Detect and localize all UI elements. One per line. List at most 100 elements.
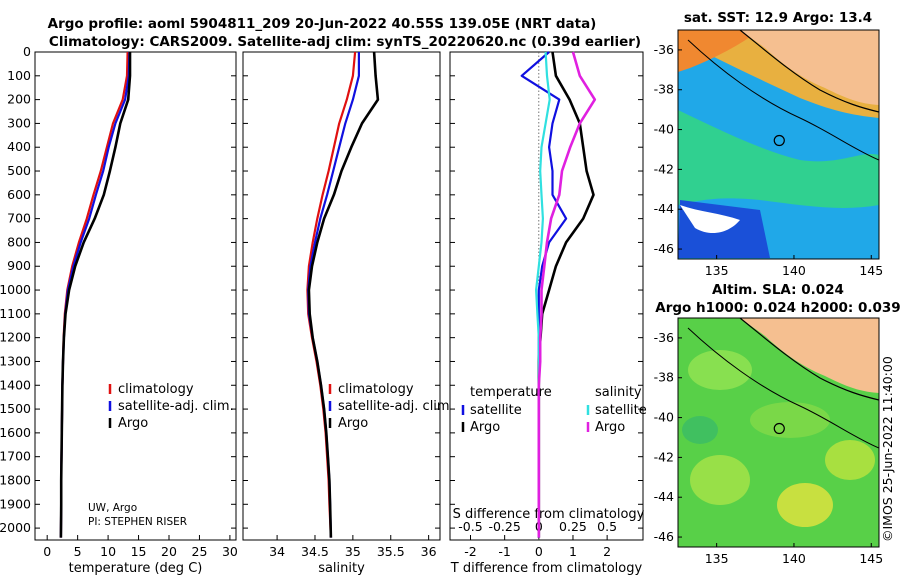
- sla-map-blob: [750, 402, 830, 438]
- map-y-tick-label: -42: [654, 161, 674, 176]
- map-y-tick-label: -44: [654, 201, 674, 216]
- sst-map-ticks: 135 140 145 -36 -38 -40 -42 -44 -46: [654, 42, 884, 278]
- x-tick-label: -1: [498, 544, 510, 559]
- series-line-argo: [537, 51, 597, 538]
- series-line-argo: [307, 51, 380, 538]
- map-x-tick-label: 145: [859, 551, 883, 566]
- x-tick-label: 34: [269, 544, 285, 559]
- legend-label: Argo: [470, 420, 500, 435]
- profile-panel: 0100200300400500600700800900100011001200…: [0, 44, 238, 576]
- x-tick-label: 30: [222, 544, 238, 559]
- sst-map: 135 140 145 -36 -38 -40 -42 -44 -46: [654, 29, 884, 278]
- depth-tick-label: 2000: [0, 520, 31, 535]
- sst-map-title: sat. SST: 12.9 Argo: 13.4: [684, 10, 872, 26]
- map-y-tick-label: -38: [654, 82, 674, 97]
- x-tick-label: 2: [603, 544, 611, 559]
- series-line-argo: [59, 52, 132, 538]
- depth-tick-label: 1200: [0, 330, 31, 345]
- legend-label: climatology: [118, 382, 194, 397]
- map-x-tick-label: 145: [859, 263, 883, 278]
- depth-tick-label: 1500: [0, 401, 31, 416]
- sst-map-land: [740, 30, 879, 105]
- x-axis-label: temperature (deg C): [69, 561, 203, 576]
- x-axis-label: T difference from climatology: [450, 561, 643, 576]
- map-x-tick-label: 135: [705, 263, 729, 278]
- map-y-tick-label: -40: [654, 122, 674, 137]
- depth-tick-label: 100: [7, 68, 31, 83]
- credit-line2: PI: STEPHEN RISER: [88, 516, 187, 528]
- legend-label: satellite: [595, 403, 647, 418]
- map-x-tick-label: 140: [782, 263, 806, 278]
- depth-tick-label: 500: [7, 163, 31, 178]
- profile-panel: -2 -1 0 1 2 T difference from climatology -0.5…: [449, 51, 647, 576]
- x-tick-label: 1: [569, 544, 577, 559]
- s-tick-label: -0.25: [488, 519, 520, 534]
- legend-label: climatology: [338, 382, 414, 397]
- sla-map: 135 140 145 -36 -38 -40 -42 -44 -46: [654, 317, 883, 566]
- profile-panels: 0100200300400500600700800900100011001200…: [0, 44, 647, 576]
- map-y-tick-label: -36: [654, 42, 674, 57]
- map-x-tick-label: 140: [782, 551, 806, 566]
- x-tick-label: 35: [345, 544, 361, 559]
- figure-title: Argo profile: aoml 5904811_209 20-Jun-20…: [48, 16, 597, 32]
- depth-tick-label: 1900: [0, 496, 31, 511]
- depth-tick-label: 1600: [0, 425, 31, 440]
- x-tick-label: 10: [100, 544, 116, 559]
- x-tick-label: 25: [192, 544, 208, 559]
- map-y-tick-label: -36: [654, 330, 674, 345]
- depth-tick-label: 900: [7, 258, 31, 273]
- x-tick-label: 36: [421, 544, 437, 559]
- s-tick-label: 0.5: [597, 519, 617, 534]
- sla-map-land: [740, 318, 879, 393]
- legend-label: Argo: [595, 420, 625, 435]
- x-axis-label: salinity: [318, 561, 365, 576]
- s-tick-label: 0.25: [559, 519, 587, 534]
- timestamp: ©IMOS 25-Jun-2022 11:40:00: [880, 356, 895, 542]
- sla-map-title: Altim. SLA: 0.024: [712, 282, 844, 298]
- sla-map-blob: [777, 483, 833, 527]
- sla-map-frame: [677, 317, 880, 548]
- sla-map-blob: [688, 350, 752, 390]
- figure-subtitle: Climatology: CARS2009. Satellite-adj cli…: [49, 34, 641, 50]
- depth-tick-label: 300: [7, 115, 31, 130]
- sst-map-contour: [687, 39, 879, 161]
- depth-tick-label: 1000: [0, 282, 31, 297]
- x-tick-label: 0: [43, 544, 51, 559]
- sst-map-float-marker: [773, 134, 785, 147]
- legend-label: Argo: [118, 416, 148, 431]
- sst-map-band-mid: [678, 110, 879, 208]
- legend-label: satellite: [470, 403, 522, 418]
- sla-map-coastline: [739, 318, 879, 401]
- legend-title: temperature: [470, 385, 552, 400]
- x-tick-label: 35.5: [377, 544, 405, 559]
- s-tick-label: -0.5: [458, 519, 482, 534]
- map-y-tick-label: -40: [654, 410, 674, 425]
- x-tick-label: 0: [535, 544, 543, 559]
- sla-map-blob: [682, 416, 718, 444]
- x-tick-label: 34.5: [301, 544, 329, 559]
- sla-map-blob: [690, 455, 750, 505]
- map-y-tick-label: -42: [654, 449, 674, 464]
- x-tick-label: 5: [74, 544, 82, 559]
- map-y-tick-label: -46: [654, 529, 674, 544]
- depth-tick-label: 1700: [0, 449, 31, 464]
- depth-tick-label: 600: [7, 187, 31, 202]
- legend-title: salinity: [595, 385, 642, 400]
- sst-map-band-hot: [678, 30, 760, 72]
- sst-map-frame: [677, 29, 880, 260]
- sla-map-contour: [687, 327, 879, 449]
- depth-tick-label: 1400: [0, 377, 31, 392]
- depth-tick-label: 200: [7, 92, 31, 107]
- x-tick-label: 20: [161, 544, 177, 559]
- legend-label: Argo: [338, 416, 368, 431]
- depth-tick-label: 1300: [0, 353, 31, 368]
- sst-map-coastline: [739, 30, 879, 113]
- depth-tick-label: 800: [7, 234, 31, 249]
- profile-panel: 34 34.5 35 35.5 36 salinity climatology satelli…: [242, 51, 454, 576]
- map-y-tick-label: -38: [654, 370, 674, 385]
- map-y-tick-label: -46: [654, 241, 674, 256]
- depth-tick-label: 0: [23, 44, 31, 59]
- credit-line1: UW, Argo: [88, 502, 137, 514]
- depth-tick-label: 400: [7, 139, 31, 154]
